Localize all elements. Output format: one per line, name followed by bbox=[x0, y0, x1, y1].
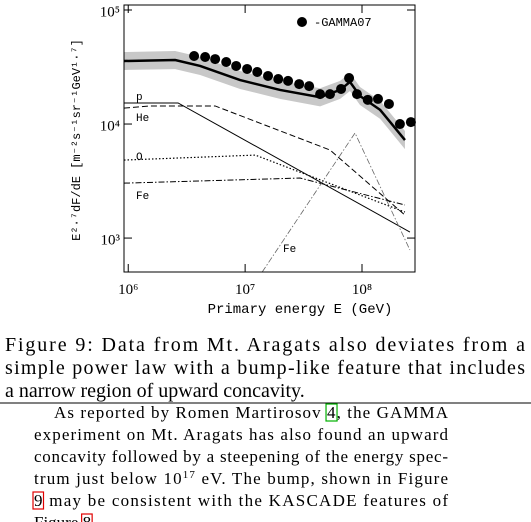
model-line bbox=[124, 105, 406, 216]
body-text: may be consistent with the KASCADE featu… bbox=[44, 491, 449, 510]
reference-link[interactable]: 9 bbox=[34, 491, 43, 510]
x-tick-label: 10⁸ bbox=[352, 282, 372, 298]
data-point bbox=[372, 93, 383, 104]
x-tick-label: 10⁷ bbox=[235, 282, 255, 298]
data-point bbox=[324, 89, 335, 100]
data-point bbox=[263, 70, 274, 81]
body-line: 9 may be consistent with the KASCADE fea… bbox=[34, 491, 448, 510]
model-line bbox=[124, 102, 411, 233]
data-point bbox=[210, 54, 221, 65]
caption-line: Figure 9: Data from Mt. Aragats also dev… bbox=[5, 334, 525, 356]
data-point bbox=[383, 98, 394, 109]
x-axis-title: Primary energy E (GeV) bbox=[208, 302, 393, 318]
data-point bbox=[336, 83, 347, 94]
data-point bbox=[315, 89, 326, 100]
line-label: p bbox=[136, 92, 143, 104]
body-line: Figure 8. bbox=[34, 513, 95, 522]
data-point bbox=[231, 60, 242, 71]
body-text: eV. The bump, shown in Figure bbox=[196, 469, 448, 488]
x-tick-label: 10⁶ bbox=[118, 282, 138, 298]
data-point bbox=[252, 66, 263, 77]
data-point bbox=[405, 117, 416, 128]
legend-label: -GAMMA07 bbox=[314, 16, 372, 30]
data-point bbox=[189, 50, 200, 61]
line-label: Fe bbox=[283, 244, 296, 256]
body-text: trum just below 10 bbox=[34, 469, 182, 488]
data-point bbox=[283, 75, 294, 86]
data-point bbox=[394, 119, 405, 130]
body-text: Figure bbox=[34, 513, 83, 522]
model-line bbox=[261, 132, 411, 272]
plot-frame bbox=[123, 4, 416, 273]
model-line bbox=[124, 177, 406, 206]
superscript: 17 bbox=[183, 469, 196, 481]
body-text: experiment on Mt. Aragats has also found… bbox=[34, 425, 449, 444]
data-point bbox=[221, 56, 232, 67]
body-line: concavity followed by a steepening of th… bbox=[34, 447, 448, 466]
data-point bbox=[304, 81, 315, 92]
line-label: He bbox=[136, 113, 149, 125]
reference-box[interactable] bbox=[81, 513, 93, 522]
reference-link[interactable]: 4 bbox=[327, 403, 336, 422]
line-label: O bbox=[136, 152, 143, 164]
body-text: As reported by Romen Martirosov bbox=[54, 403, 326, 422]
data-point bbox=[242, 63, 253, 74]
line-label: Fe bbox=[136, 191, 149, 203]
y-tick-label: 10³ bbox=[101, 233, 121, 249]
legend-marker bbox=[297, 17, 307, 27]
y-axis-title: E²·⁷dF/dE [m⁻²s⁻¹sr⁻¹GeV¹·⁷] bbox=[70, 39, 84, 241]
data-point bbox=[352, 89, 363, 100]
data-point bbox=[362, 94, 373, 105]
body-line: experiment on Mt. Aragats has also found… bbox=[34, 425, 449, 444]
model-line bbox=[124, 154, 406, 213]
caption-line: a narrow region of upward concavity. bbox=[5, 380, 305, 402]
body-line: trum just below 1017 eV. The bump, shown… bbox=[34, 469, 448, 488]
body-text: concavity followed by a steepening of th… bbox=[34, 447, 448, 466]
data-point bbox=[200, 52, 211, 63]
data-point bbox=[344, 73, 355, 84]
reference-link[interactable]: 8 bbox=[83, 513, 92, 522]
body-text: . bbox=[91, 513, 95, 522]
reference-box[interactable] bbox=[325, 403, 338, 422]
reference-box[interactable] bbox=[32, 491, 45, 510]
body-line: As reported by Romen Martirosov 4, the G… bbox=[54, 403, 449, 422]
data-point bbox=[294, 79, 305, 90]
y-tick-label: 10⁴ bbox=[100, 118, 120, 134]
body-text: , the GAMMA bbox=[337, 403, 449, 422]
data-point bbox=[273, 74, 284, 85]
y-tick-label: 10⁵ bbox=[100, 4, 120, 20]
caption-line: simple power law with a bump-like featur… bbox=[5, 357, 525, 379]
